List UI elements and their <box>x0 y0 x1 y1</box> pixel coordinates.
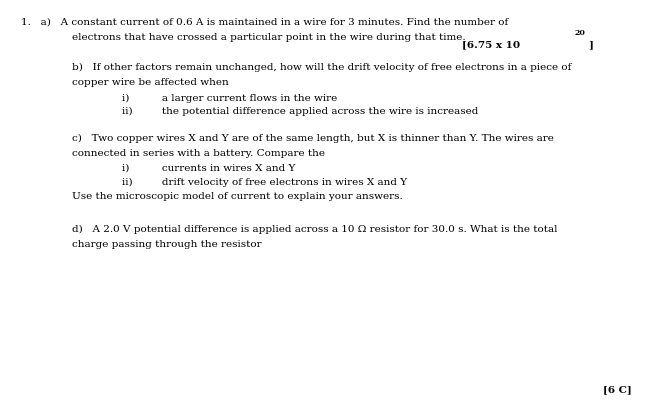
Text: Use the microscopic model of current to explain your answers.: Use the microscopic model of current to … <box>72 192 402 201</box>
Text: [6 C]: [6 C] <box>603 386 631 395</box>
Text: ii)         drift velocity of free electrons in wires X and Y: ii) drift velocity of free electrons in … <box>122 178 408 187</box>
Text: [6.75 x 10: [6.75 x 10 <box>462 41 521 50</box>
Text: d)   A 2.0 V potential difference is applied across a 10 Ω resistor for 30.0 s. : d) A 2.0 V potential difference is appli… <box>72 225 557 234</box>
Text: 20: 20 <box>574 29 585 37</box>
Text: ]: ] <box>588 41 593 50</box>
Text: charge passing through the resistor: charge passing through the resistor <box>72 239 262 249</box>
Text: copper wire be affected when: copper wire be affected when <box>72 78 228 87</box>
Text: b)   If other factors remain unchanged, how will the drift velocity of free elec: b) If other factors remain unchanged, ho… <box>72 63 571 72</box>
Text: ii)         the potential difference applied across the wire is increased: ii) the potential difference applied acr… <box>122 107 479 116</box>
Text: 1.   a)   A constant current of 0.6 A is maintained in a wire for 3 minutes. Fin: 1. a) A constant current of 0.6 A is mai… <box>21 17 508 26</box>
Text: i)          a larger current flows in the wire: i) a larger current flows in the wire <box>122 94 338 103</box>
Text: i)          currents in wires X and Y: i) currents in wires X and Y <box>122 164 296 173</box>
Text: electrons that have crossed a particular point in the wire during that time.: electrons that have crossed a particular… <box>72 33 465 42</box>
Text: c)   Two copper wires X and Y are of the same length, but X is thinner than Y. T: c) Two copper wires X and Y are of the s… <box>72 134 554 143</box>
Text: connected in series with a battery. Compare the: connected in series with a battery. Comp… <box>72 149 325 158</box>
